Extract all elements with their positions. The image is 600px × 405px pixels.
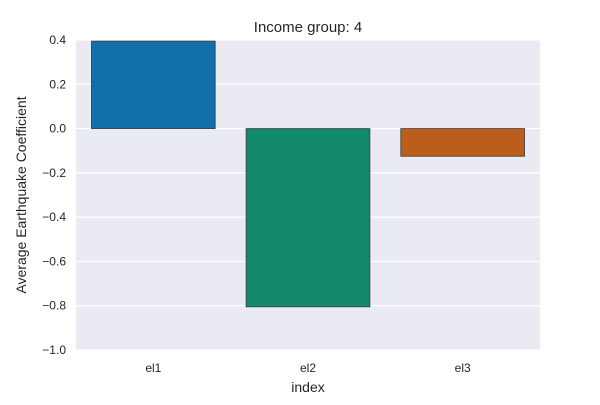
x-axis-label: index xyxy=(291,379,324,395)
x-axis-ticks: el1 el2 el3 xyxy=(145,361,471,375)
y-tick-label: 0.2 xyxy=(49,77,66,91)
y-axis-ticks: 0.4 0.2 0.0 −0.2 −0.4 −0.6 −0.8 −1.0 xyxy=(42,33,66,357)
y-tick-label: −0.6 xyxy=(42,254,66,268)
y-axis-label: Average Earthquake Coefficient xyxy=(13,96,29,293)
x-tick-label: el1 xyxy=(145,361,161,375)
x-tick-label: el3 xyxy=(455,361,471,375)
chart-title: Income group: 4 xyxy=(254,19,362,36)
bar-el3 xyxy=(400,128,525,157)
y-tick-label: −0.4 xyxy=(42,210,66,224)
y-tick-label: 0.4 xyxy=(49,33,66,47)
bars xyxy=(91,40,525,308)
y-tick-label: −0.2 xyxy=(42,166,66,180)
y-tick-label: 0.0 xyxy=(49,122,66,136)
x-tick-label: el2 xyxy=(300,361,316,375)
y-tick-label: −1.0 xyxy=(42,343,66,357)
bar-el1 xyxy=(91,40,216,129)
bar-el2 xyxy=(245,128,371,308)
y-tick-label: −0.8 xyxy=(42,299,66,313)
